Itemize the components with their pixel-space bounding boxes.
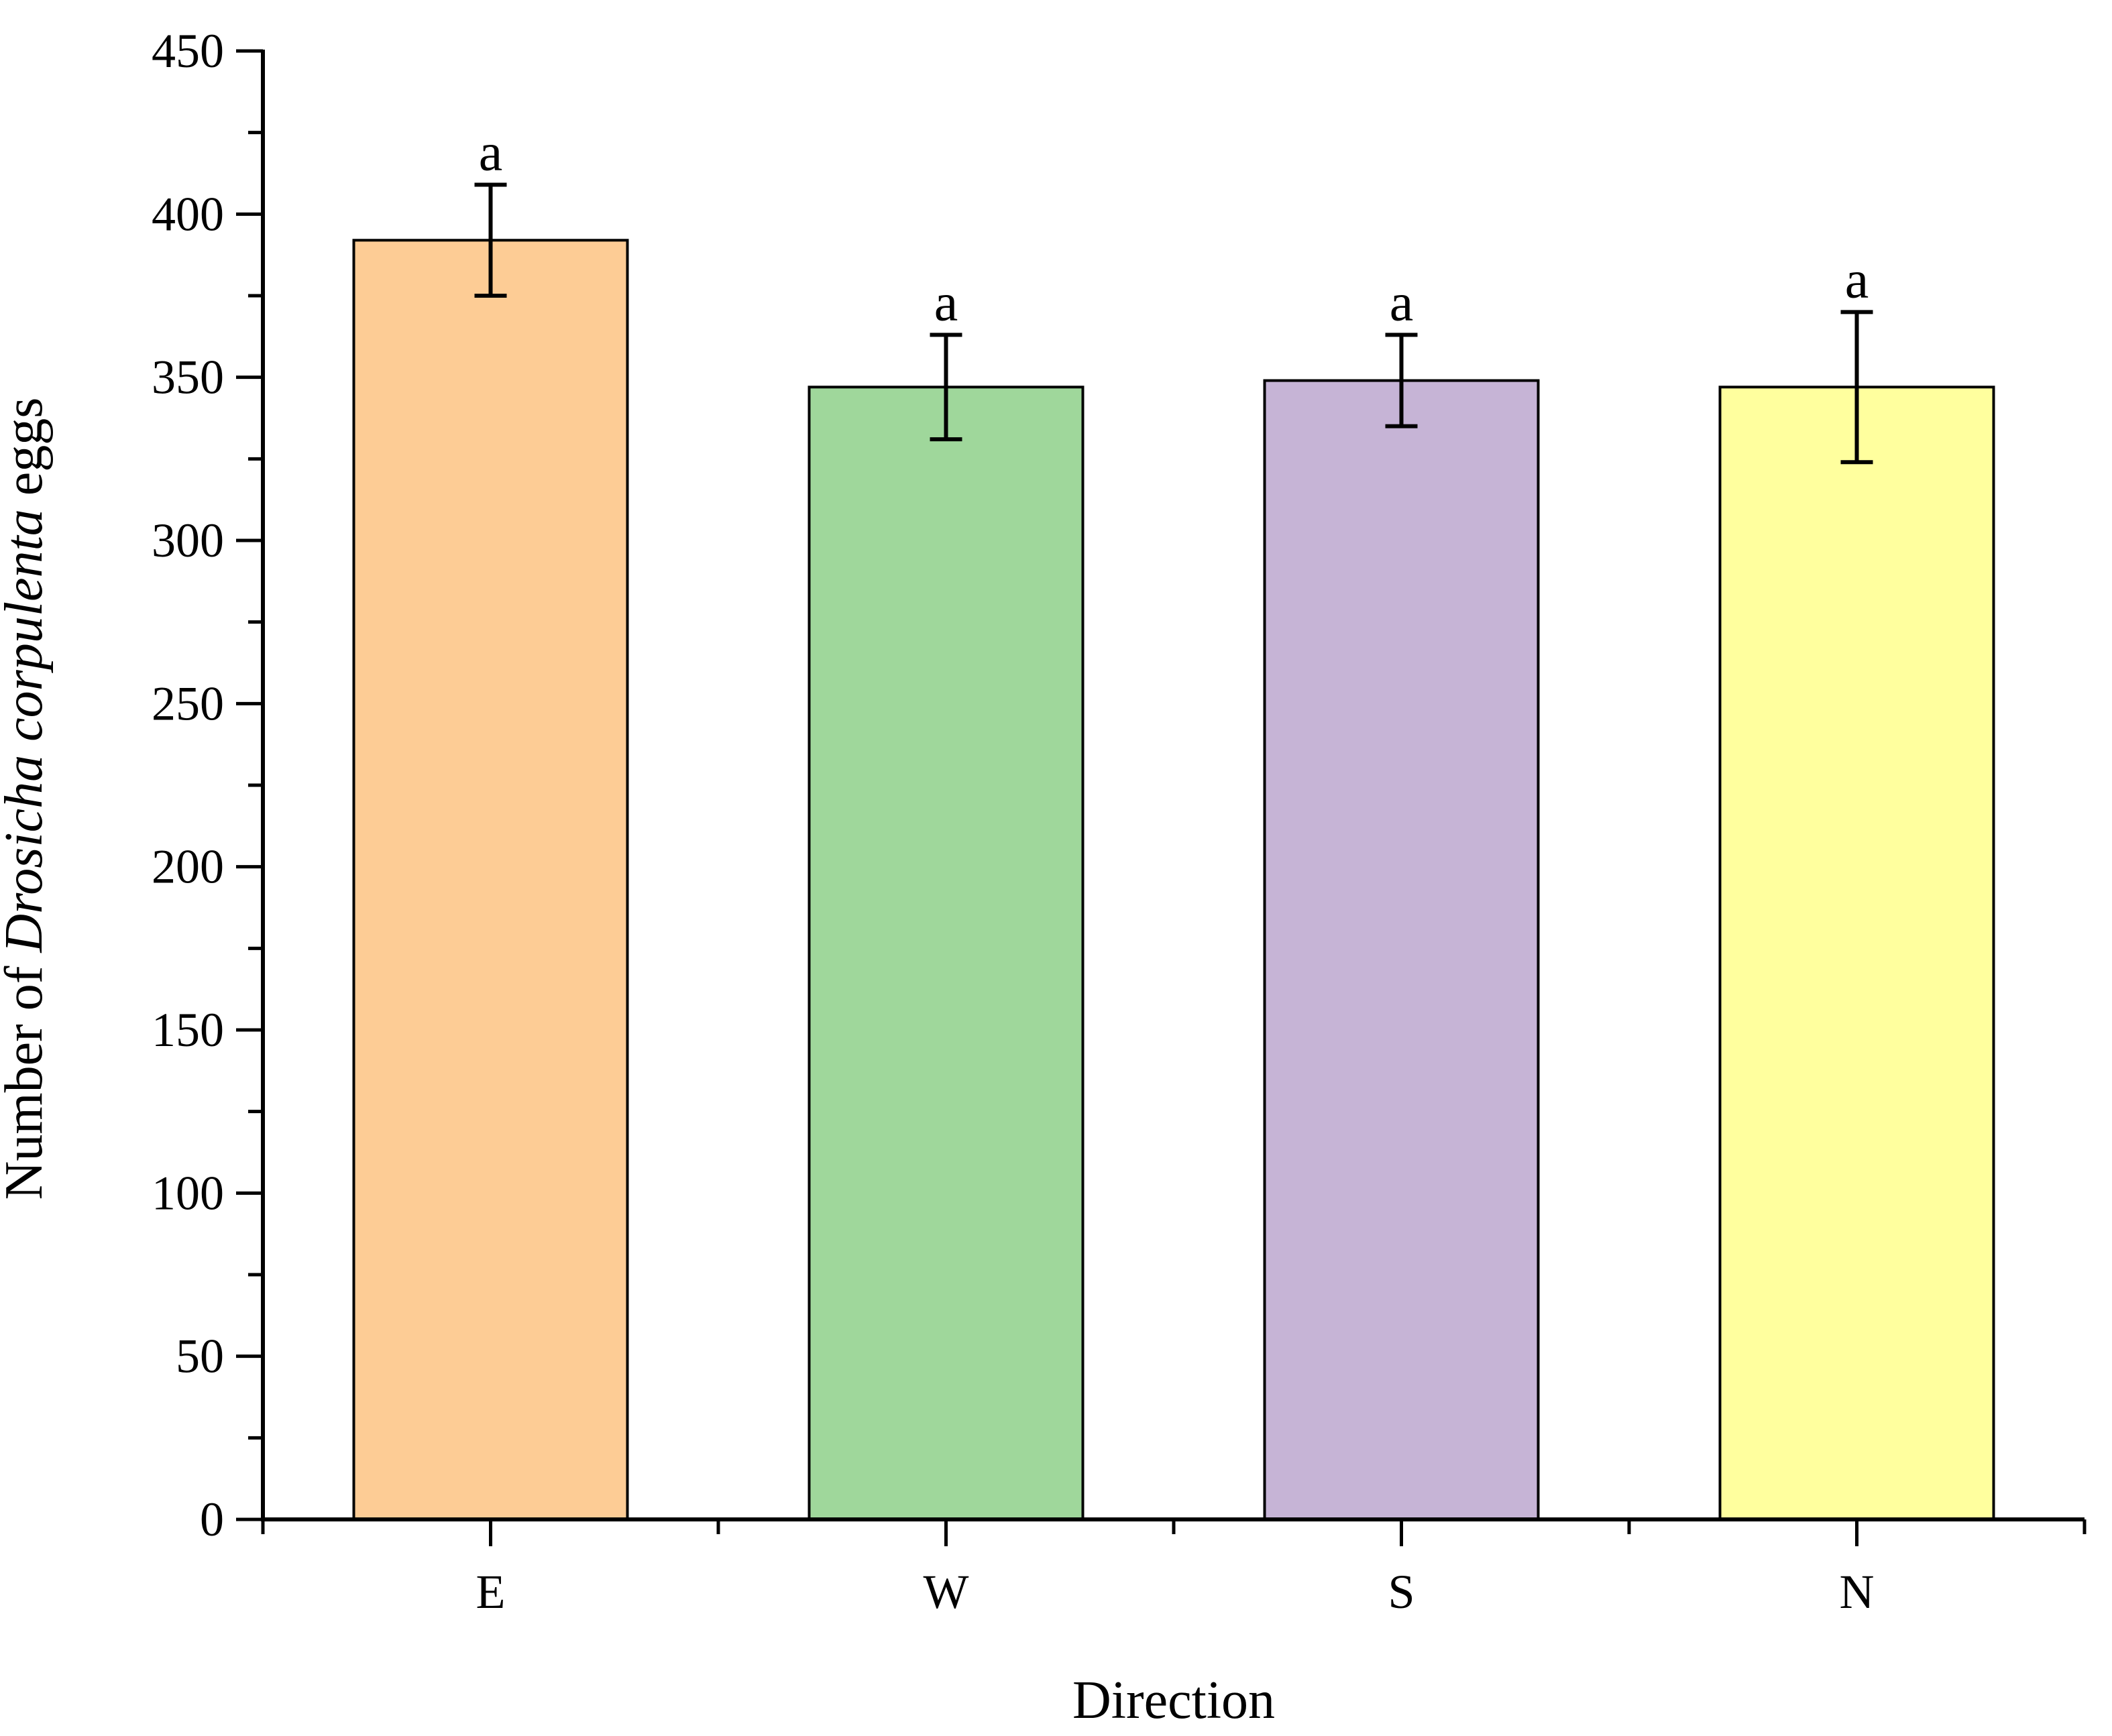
y-tick-label: 50 (176, 1330, 224, 1383)
y-ticks-group: 0 50 100 150 200 250 300 350 400 450 (152, 24, 263, 1546)
y-tick-label: 350 (152, 351, 224, 404)
y-axis-title-part: Number of (0, 953, 54, 1200)
significance-label-W: a (934, 273, 958, 332)
y-axis-title-part: eggs (0, 398, 54, 510)
significance-label-E: a (479, 123, 503, 182)
y-tick-label: 300 (152, 514, 224, 567)
significance-labels-group: a a a a (479, 123, 1869, 333)
y-tick-label: 450 (152, 24, 224, 78)
y-tick-label: 200 (152, 840, 224, 894)
y-axis-title: Number of Drosicha corpulenta eggs (0, 398, 54, 1200)
y-tick-label: 400 (152, 187, 224, 241)
x-tick-label-W: W (924, 1565, 969, 1619)
y-tick-label: 0 (200, 1493, 224, 1546)
y-axis-title-part: Drosicha corpulenta (0, 509, 54, 953)
error-bar-N (1840, 310, 1873, 465)
x-tick-label-S: S (1388, 1565, 1414, 1619)
error-bar-S (1385, 333, 1418, 428)
bar-E (352, 239, 629, 1521)
x-tick-label-N: N (1840, 1565, 1875, 1619)
y-tick-label: 150 (152, 1003, 224, 1057)
bar-S (1263, 379, 1540, 1521)
bar-N (1718, 386, 1995, 1521)
x-axis-title: Direction (1072, 1671, 1275, 1730)
bar-W (808, 386, 1085, 1521)
significance-label-S: a (1390, 273, 1414, 332)
error-bars-group (474, 182, 1873, 465)
y-tick-label: 250 (152, 677, 224, 730)
x-tick-label-E: E (476, 1565, 506, 1619)
significance-label-N: a (1845, 250, 1869, 309)
bars-group (352, 239, 1995, 1521)
error-bar-W (930, 333, 962, 442)
y-tick-label: 100 (152, 1166, 224, 1220)
error-bar-E (474, 182, 507, 298)
